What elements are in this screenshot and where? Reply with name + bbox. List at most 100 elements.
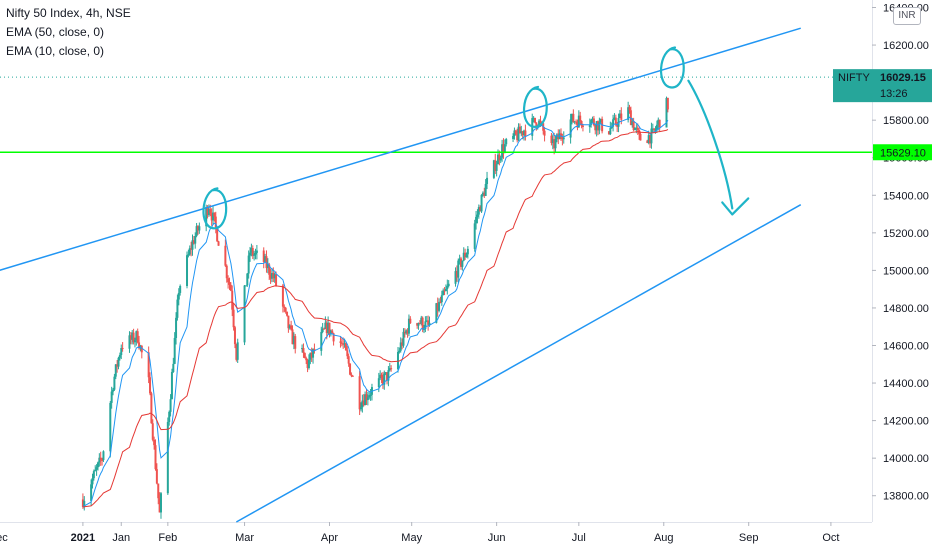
candle-body [484,184,487,196]
candle-body [592,118,595,126]
candle-body [266,264,269,269]
candle-body [169,399,172,412]
candle-body [595,121,598,131]
x-tick-label: Aug [654,532,674,544]
candle-body [617,118,620,127]
x-tick-label: Mar [235,532,254,544]
candle-body [331,330,334,334]
y-tick-label: 14000.00 [883,453,929,465]
legend-ema10[interactable]: EMA (10, close, 0) [6,44,105,58]
candle-body [344,343,347,351]
candle-body [151,423,154,440]
x-tick-label: May [401,532,422,544]
candle-body [109,402,112,452]
trendline-lower [235,204,802,523]
candle-body [116,364,119,367]
candle-body [157,483,160,499]
candle-body [135,331,138,341]
x-tick-label: Oct [822,532,839,544]
candle-body [579,115,582,122]
candle-body [310,352,313,358]
candle-body [83,500,86,507]
candle-body [350,374,353,376]
candle-body [177,292,180,300]
y-tick-label: 15200.00 [883,228,929,240]
candle-body [598,122,601,131]
y-tick-label: 16200.00 [883,40,929,52]
candle-body [91,478,94,485]
candle-body [129,335,132,340]
candle-body [577,115,580,128]
candle-body [438,301,441,311]
candle-body [460,258,463,267]
candle-body [503,144,506,153]
candle-body [192,240,195,244]
trendline-upper [0,27,801,271]
x-tick-label: Jul [572,532,586,544]
candle-body [476,214,479,217]
candle-body [339,341,342,343]
candle-body [580,121,583,126]
candle-body [428,322,431,325]
candle-body [324,322,327,329]
candle-body [176,299,179,318]
y-tick-label: 13800.00 [883,491,929,503]
price-badge-bg [833,69,932,103]
candle-body [651,128,654,130]
currency-badge[interactable]: INR [893,7,921,25]
candle-body [512,135,515,139]
candle-body [302,348,305,354]
legend-ema50[interactable]: EMA (50, close, 0) [6,25,105,39]
candle-body [262,250,265,262]
candle-body [553,139,556,149]
candle-body [532,117,535,119]
candle-body [388,368,391,371]
candle-body [187,254,190,256]
candle-body [496,154,499,165]
candle-body [358,376,361,410]
candle-body [351,375,354,377]
candle-body [284,307,287,312]
candle-body [575,121,578,123]
candle-body [588,124,591,128]
candle-body [655,124,658,130]
candle-body [455,271,458,278]
candle-body [166,421,169,494]
candle-body [486,177,489,185]
price-badge-value: 16029.15 [880,72,926,84]
candle-body [269,274,272,279]
candle-body [629,110,632,126]
candle-body [591,118,594,120]
candle-body [554,139,557,149]
candle-body [307,359,310,369]
y-tick-label: 15400.00 [883,190,929,202]
candle-body [396,351,399,370]
candle-body [249,252,252,256]
candle-body [168,411,171,422]
candle-body [616,124,619,127]
candle-body [349,363,352,375]
candle-body [465,254,468,258]
candle-body [543,130,546,136]
candle-body [321,328,324,332]
candle-body [590,119,593,125]
candle-body [646,140,649,143]
candle-body [443,290,446,292]
candle-body [232,309,235,328]
candle-body [366,397,369,401]
candle-body [346,350,349,357]
candle-body [340,342,343,344]
candle-body [499,157,502,161]
candle-body [175,317,178,338]
candle-body [477,207,480,215]
candle-body [498,154,501,161]
x-tick-label: Sep [739,532,759,544]
candle-body [435,303,438,323]
candle-body [235,344,238,360]
candle-body [384,372,387,374]
candle-body [205,207,208,227]
candle-body [313,348,316,351]
candle-body [361,400,364,408]
candle-body [457,260,460,278]
